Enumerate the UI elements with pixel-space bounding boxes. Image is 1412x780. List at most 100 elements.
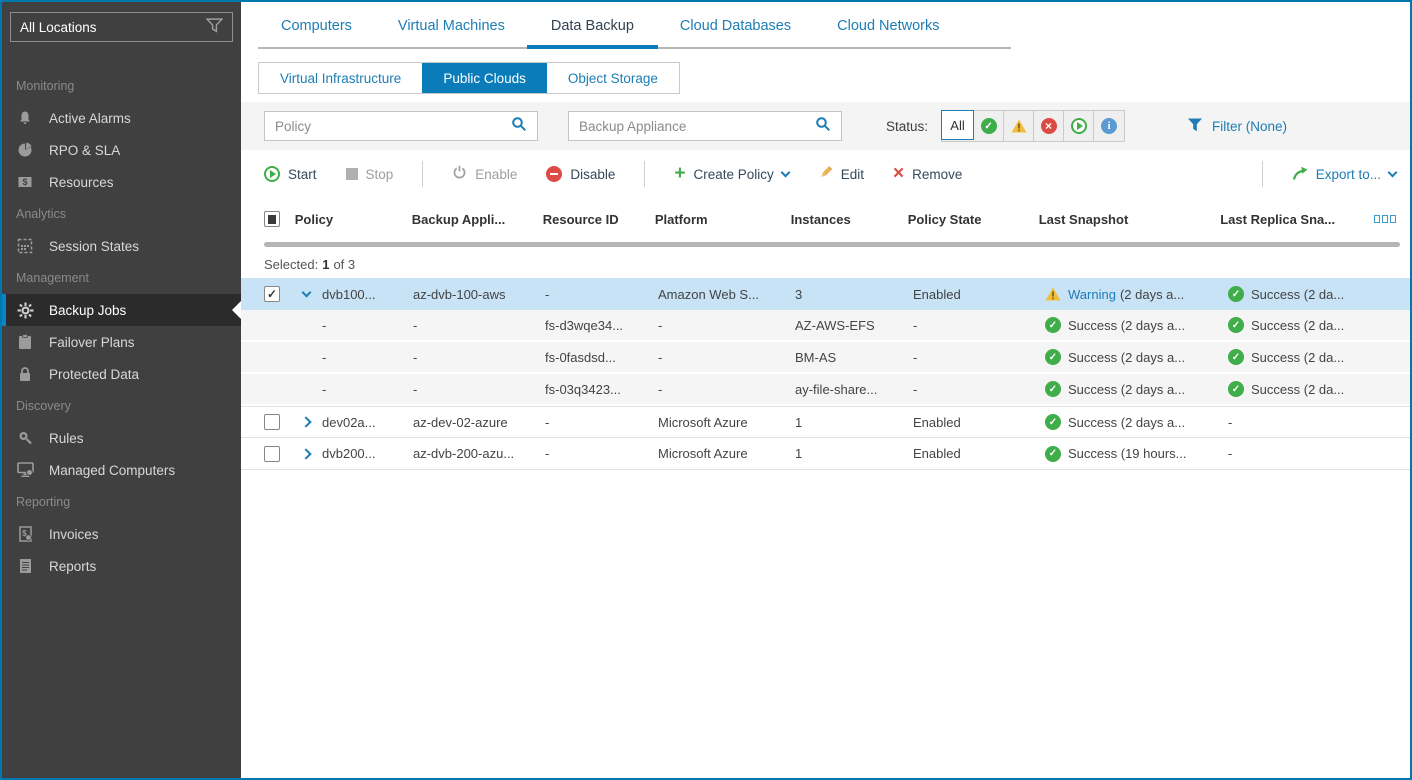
status-filter-info[interactable]: i	[1094, 111, 1124, 141]
status-filter-warning[interactable]	[1004, 111, 1035, 141]
subtab-object-storage[interactable]: Object Storage	[567, 70, 658, 86]
table-row[interactable]: - - fs-03q3423... - ay-file-share... - ✓…	[241, 374, 1410, 406]
cell-platform: -	[658, 317, 663, 333]
bell-icon	[16, 110, 34, 126]
col-last-snapshot[interactable]: Last Snapshot	[1038, 211, 1129, 227]
tab-virtual-machines[interactable]: Virtual Machines	[397, 17, 505, 34]
sidebar-item-invoices[interactable]: $ Invoices	[2, 518, 241, 550]
power-icon	[452, 165, 467, 183]
search-icon[interactable]	[511, 116, 527, 137]
play-icon	[1070, 118, 1087, 134]
sidebar-item-rpo-sla[interactable]: RPO & SLA	[2, 134, 241, 166]
col-backup-appliance[interactable]: Backup Appli...	[411, 211, 506, 227]
sidebar-item-active-alarms[interactable]: Active Alarms	[2, 102, 241, 134]
search-icon[interactable]	[815, 116, 831, 137]
pie-chart-icon	[16, 142, 34, 158]
selected-of: of 3	[333, 256, 356, 272]
sidebar-item-backup-jobs[interactable]: Backup Jobs	[2, 294, 241, 326]
remove-button[interactable]: × Remove	[893, 164, 962, 183]
row-checkbox[interactable]: ✓	[264, 286, 280, 302]
col-policy[interactable]: Policy	[294, 211, 334, 227]
select-all-checkbox[interactable]	[264, 211, 280, 227]
success-icon: ✓	[1228, 317, 1244, 333]
table-row[interactable]: - - fs-d3wqe34... - AZ-AWS-EFS - ✓ Succe…	[241, 310, 1410, 342]
column-chooser-icon[interactable]	[1374, 215, 1396, 223]
status-filter-error[interactable]: ×	[1034, 111, 1065, 141]
export-button[interactable]: Export to...	[1292, 165, 1398, 184]
policy-search-input[interactable]	[275, 118, 505, 134]
success-icon: ✓	[1045, 381, 1061, 397]
col-instances[interactable]: Instances	[790, 211, 851, 227]
location-filter[interactable]: All Locations	[10, 12, 233, 42]
stop-icon	[345, 168, 358, 180]
cell-last-replica: ✓ Success (2 da...	[1228, 317, 1383, 333]
sidebar-item-failover-plans[interactable]: Failover Plans	[2, 326, 241, 358]
status-filter-all[interactable]: All	[941, 110, 975, 140]
sidebar-item-label: Session States	[49, 238, 140, 254]
filter-none-button[interactable]: Filter (None)	[1187, 118, 1287, 135]
tab-cloud-databases[interactable]: Cloud Databases	[679, 17, 792, 34]
cell-appliance: -	[413, 349, 418, 365]
edit-button[interactable]: Edit	[818, 165, 864, 183]
warning-link[interactable]: Warning	[1068, 286, 1116, 302]
tab-computers[interactable]: Computers	[281, 17, 352, 34]
subtab-public-clouds[interactable]: Public Clouds	[422, 63, 547, 93]
toolbar-divider	[644, 161, 646, 187]
pencil-icon	[818, 165, 833, 183]
col-policy-state[interactable]: Policy State	[907, 211, 982, 227]
tab-data-backup[interactable]: Data Backup	[526, 2, 658, 49]
col-last-replica[interactable]: Last Replica Sna...	[1220, 211, 1336, 227]
sidebar-item-reports[interactable]: Reports	[2, 550, 241, 582]
subtab-virtual-infrastructure[interactable]: Virtual Infrastructure	[280, 70, 402, 86]
cell-last-snapshot: ✓ Success (2 days a...	[1045, 317, 1228, 333]
status-filter-group: All ✓ × i	[941, 110, 1126, 142]
lock-icon	[16, 366, 34, 382]
create-policy-button[interactable]: + Create Policy	[674, 164, 791, 183]
disable-button[interactable]: Disable	[546, 166, 615, 182]
start-button[interactable]: Start	[264, 166, 317, 182]
sidebar-item-managed-computers[interactable]: Managed Computers	[2, 454, 241, 486]
snapshot-time: (2 days a...	[1119, 286, 1185, 302]
report-icon	[16, 558, 34, 574]
sidebar-item-rules[interactable]: Rules	[2, 422, 241, 454]
gear-icon	[16, 302, 34, 319]
top-tabs: Computers Virtual Machines Data Backup C…	[281, 2, 939, 49]
computer-icon	[16, 462, 34, 478]
cell-policy-state: Enabled	[913, 414, 961, 430]
magnifier-icon	[16, 430, 34, 446]
col-resource-id[interactable]: Resource ID	[542, 211, 619, 227]
sidebar-item-session-states[interactable]: Session States	[2, 230, 241, 262]
sidebar-item-resources[interactable]: $ Resources	[2, 166, 241, 198]
row-checkbox[interactable]	[264, 414, 280, 430]
cell-instances: AZ-AWS-EFS	[795, 317, 875, 333]
table-row[interactable]: dvb200... az-dvb-200-azu... - Microsoft …	[241, 438, 1410, 470]
table-row[interactable]: - - fs-0fasdsd... - BM-AS - ✓ Success (2…	[241, 342, 1410, 374]
table-row[interactable]: dev02a... az-dev-02-azure - Microsoft Az…	[241, 406, 1410, 438]
expand-collapse-icon[interactable]	[299, 416, 313, 428]
status-filter-success[interactable]: ✓	[974, 111, 1005, 141]
cell-instances: 3	[795, 286, 803, 302]
chevron-down-icon	[780, 167, 791, 177]
table-row[interactable]: ✓ dvb100... az-dvb-100-aws - Amazon Web …	[241, 278, 1410, 310]
sidebar-item-protected-data[interactable]: Protected Data	[2, 358, 241, 390]
sidebar-item-label: Rules	[49, 430, 84, 446]
enable-label: Enable	[475, 166, 518, 182]
cell-last-replica: ✓ Success (2 da...	[1228, 381, 1383, 397]
horizontal-scrollbar[interactable]	[264, 242, 1400, 247]
sidebar-section-analytics: Analytics	[16, 207, 67, 221]
tab-cloud-networks[interactable]: Cloud Networks	[837, 17, 940, 34]
expand-collapse-icon[interactable]	[299, 287, 313, 297]
stop-label: Stop	[365, 166, 394, 182]
cell-resource-id: fs-0fasdsd...	[545, 349, 616, 365]
col-platform[interactable]: Platform	[654, 211, 708, 227]
status-filter-running[interactable]	[1064, 111, 1095, 141]
cell-policy: -	[322, 349, 327, 365]
snapshot-status: Success (2 days a...	[1068, 317, 1186, 333]
dollar-icon: $	[16, 174, 34, 190]
cell-instances: BM-AS	[795, 349, 837, 365]
cell-appliance: az-dev-02-azure	[413, 414, 508, 430]
row-checkbox[interactable]	[264, 445, 280, 462]
appliance-search-input[interactable]	[579, 118, 809, 134]
expand-collapse-icon[interactable]	[299, 447, 313, 460]
